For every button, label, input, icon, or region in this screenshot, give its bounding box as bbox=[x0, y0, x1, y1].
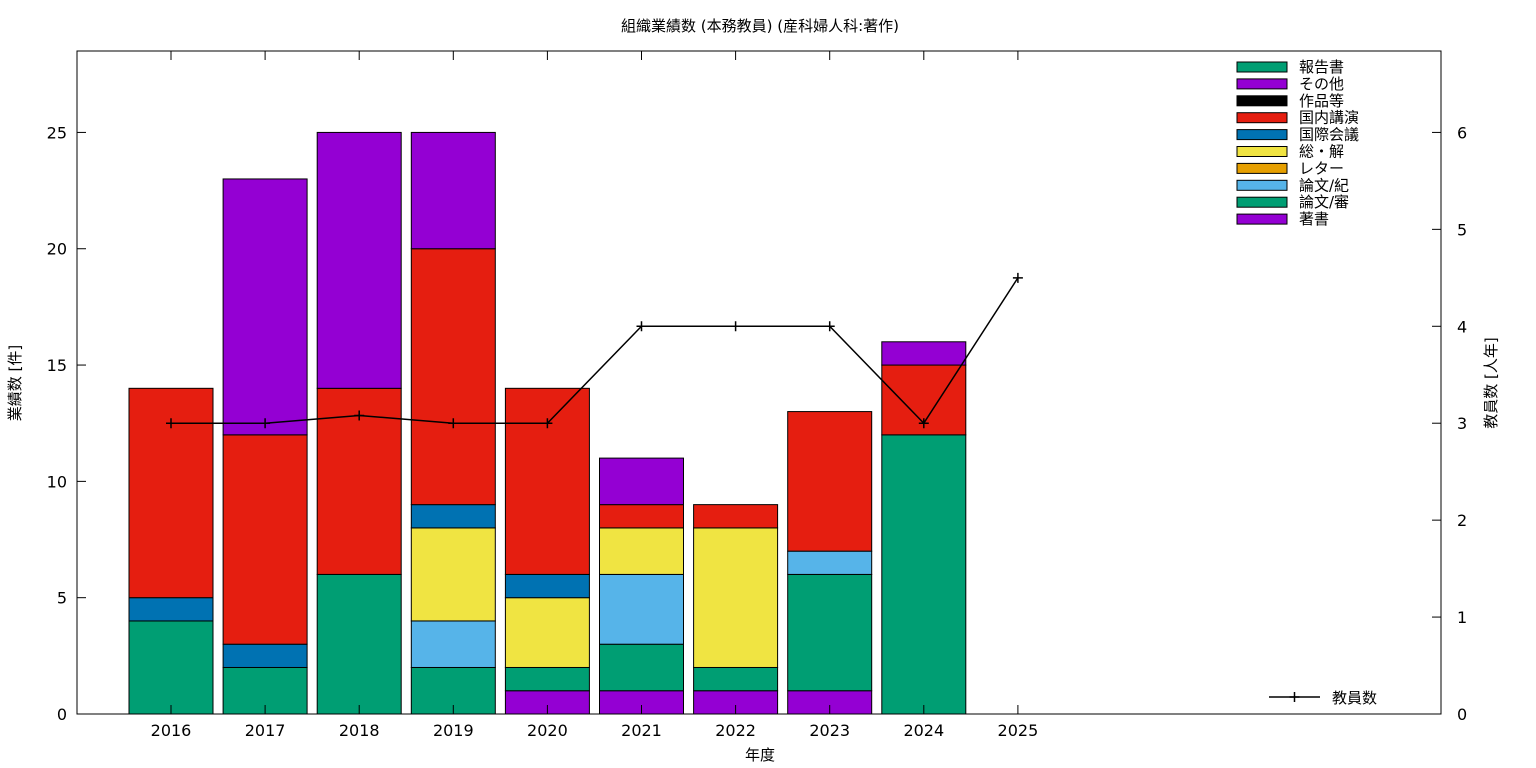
line-legend: 教員数 bbox=[1269, 689, 1377, 707]
bar-2018-series-8 bbox=[316, 131, 402, 389]
y2-tick-label: 2 bbox=[1457, 511, 1467, 530]
legend-label: 論文/紀 bbox=[1299, 176, 1349, 194]
staff-point bbox=[918, 418, 929, 429]
y2-tick-label: 3 bbox=[1457, 414, 1467, 433]
legend-label: 総・解 bbox=[1299, 143, 1344, 161]
y-tick-label: 25 bbox=[47, 123, 67, 142]
bar-2019-series-4 bbox=[410, 527, 496, 622]
staff-point bbox=[542, 418, 553, 429]
staff-line bbox=[171, 277, 1019, 425]
staff-point bbox=[448, 418, 459, 429]
x-tick-label: 2022 bbox=[715, 721, 756, 740]
bar-2016-series-1 bbox=[128, 620, 214, 715]
line-legend-marker bbox=[1289, 692, 1300, 702]
x-axis-label: 年度 bbox=[745, 746, 775, 764]
y-tick-label: 0 bbox=[57, 705, 67, 724]
x-tick-label: 2017 bbox=[245, 721, 286, 740]
staff-point bbox=[824, 321, 835, 332]
chart-title: 組織業績数 (本務教員) (産科婦人科:著作) bbox=[621, 17, 899, 35]
bar-2019-series-5 bbox=[410, 504, 496, 529]
x-tick-label: 2021 bbox=[621, 721, 662, 740]
legend-swatch bbox=[1236, 112, 1288, 124]
y2-axis-ticks: 0 1 2 3 4 5 6 bbox=[1432, 123, 1467, 724]
x-tick-label: 2024 bbox=[903, 721, 944, 740]
bar-2022-series-6 bbox=[693, 504, 779, 529]
legend-label: 著書 bbox=[1299, 210, 1329, 228]
legend-label: 論文/審 bbox=[1299, 193, 1349, 211]
y-axis-label: 業績数 [件] bbox=[6, 345, 24, 421]
y-tick-label: 15 bbox=[47, 356, 67, 375]
legend-swatch bbox=[1236, 129, 1288, 141]
legend-label: 作品等 bbox=[1299, 92, 1344, 110]
bar-2021-series-4 bbox=[599, 527, 684, 575]
legend-label: 国内講演 bbox=[1299, 109, 1359, 127]
y2-tick-label: 6 bbox=[1457, 123, 1467, 142]
bar-2024-series-8 bbox=[881, 341, 967, 366]
bar-2019-series-8 bbox=[410, 131, 496, 250]
bar-2016-series-5 bbox=[128, 597, 214, 622]
bar-2023-series-6 bbox=[787, 411, 873, 552]
staff-line-group bbox=[166, 272, 1023, 429]
bar-2017-series-5 bbox=[222, 643, 308, 668]
staff-point bbox=[354, 410, 365, 421]
x-tick-label: 2016 bbox=[151, 721, 192, 740]
legend-label: 報告書 bbox=[1299, 58, 1344, 76]
bar-2023-series-2 bbox=[787, 550, 873, 575]
bar-2024-series-1 bbox=[881, 434, 967, 715]
y2-tick-label: 1 bbox=[1457, 608, 1467, 627]
bar-2021-series-2 bbox=[599, 573, 684, 645]
x-tick-label: 2020 bbox=[527, 721, 568, 740]
x-tick-label: 2025 bbox=[998, 721, 1039, 740]
bar-2022-series-1 bbox=[693, 666, 779, 692]
bar-2019-series-2 bbox=[410, 620, 496, 668]
x-tick-label: 2023 bbox=[809, 721, 850, 740]
bar-2020-series-5 bbox=[504, 573, 590, 599]
bar-2020-series-6 bbox=[504, 387, 590, 575]
y2-tick-label: 0 bbox=[1457, 705, 1467, 724]
staff-point bbox=[260, 418, 271, 429]
y-tick-label: 20 bbox=[47, 240, 67, 259]
y2-tick-label: 4 bbox=[1457, 317, 1467, 336]
bar-2017-series-6 bbox=[222, 434, 308, 645]
bar-2019-series-6 bbox=[410, 248, 496, 506]
bar-2022-series-4 bbox=[693, 527, 779, 668]
bar-2017-series-8 bbox=[222, 178, 308, 436]
legend-swatch bbox=[1236, 61, 1288, 73]
x-tick-label: 2018 bbox=[339, 721, 380, 740]
bar-2021-series-6 bbox=[599, 504, 684, 529]
staff-point bbox=[730, 321, 741, 332]
legend-swatch bbox=[1236, 162, 1288, 174]
legend-swatch bbox=[1236, 196, 1288, 208]
legend-label: レター bbox=[1299, 159, 1344, 177]
bar-2021-series-1 bbox=[599, 643, 684, 692]
bar-2023-series-1 bbox=[787, 573, 873, 692]
staff-point bbox=[166, 418, 176, 429]
legend-swatch bbox=[1236, 179, 1288, 191]
y-axis-ticks: 0 5 10 15 20 25 bbox=[47, 123, 86, 724]
legend-swatch bbox=[1236, 146, 1288, 157]
y-tick-label: 10 bbox=[47, 472, 67, 491]
bars-group bbox=[128, 131, 967, 715]
staff-point bbox=[636, 321, 647, 332]
bar-2018-series-1 bbox=[316, 573, 402, 715]
y2-tick-label: 5 bbox=[1457, 220, 1467, 239]
bar-2021-series-8 bbox=[599, 457, 684, 506]
legend-swatch bbox=[1236, 95, 1288, 107]
staff-point bbox=[1012, 272, 1023, 283]
legend-swatch bbox=[1236, 78, 1288, 90]
bar-2020-series-4 bbox=[504, 597, 590, 668]
line-legend-label: 教員数 bbox=[1332, 689, 1377, 707]
y-tick-label: 5 bbox=[57, 589, 67, 608]
x-axis-ticks: 2016 2017 2018 2019 2020 2021 2022 2023 2024 2025 bbox=[151, 51, 1039, 740]
legend-label: 国際会議 bbox=[1299, 126, 1359, 144]
legend-label: その他 bbox=[1299, 75, 1344, 93]
bar-2020-series-1 bbox=[504, 666, 590, 692]
x-tick-label: 2019 bbox=[433, 721, 474, 740]
y2-axis-label: 教員数 [人年] bbox=[1482, 337, 1500, 428]
legend-swatch bbox=[1236, 213, 1288, 225]
